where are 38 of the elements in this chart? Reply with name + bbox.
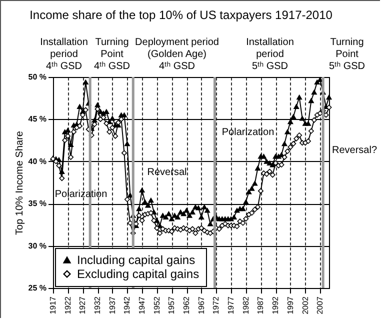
text: Reversal? [332, 145, 378, 156]
text: Installation period 4ᵗʰ GSD [40, 37, 88, 72]
annotation: Polarization [54, 189, 108, 200]
x-tick-label: 1922 [63, 296, 72, 314]
annotation: Polarization [222, 127, 274, 138]
x-tick-label: 1972 [212, 296, 221, 314]
x-tick-label: 1942 [122, 296, 132, 314]
y-tick-label: 45 % [28, 114, 46, 124]
x-tick-label: 1947 [138, 296, 147, 314]
x-tick-label: 1967 [196, 296, 206, 314]
y-tick-label: 25 % [28, 284, 46, 292]
x-tick-label: 1977 [226, 296, 236, 314]
text: Deployment period (Golden Age) 4ᵗʰ GSD [135, 37, 219, 72]
y-tick-label: 40 % [28, 156, 46, 166]
x-tick-label: 1927 [78, 296, 88, 314]
text: Turning Point 4ᵗʰ GSD [94, 37, 130, 72]
legend-label: Excluding capital gains [77, 267, 200, 281]
x-tick-label: 1962 [182, 296, 192, 314]
x-tick-label: 1987 [256, 296, 266, 314]
x-tick-label: 1997 [286, 296, 295, 314]
y-tick-label: 35 % [28, 199, 46, 208]
x-tick-label: 1917 [48, 296, 58, 314]
y-tick-label: 50 % [28, 72, 46, 82]
x-tick-label: 1937 [108, 296, 117, 314]
x-tick-label: 1992 [271, 296, 280, 314]
x-tick-label: 1957 [167, 296, 176, 314]
x-tick-label: 1932 [93, 296, 102, 314]
y-tick-label: 30 % [28, 241, 46, 250]
chart-title: Income share of the top 10% of US taxpayers 1917-2010 [30, 8, 333, 22]
annotation: Reversal [147, 167, 187, 178]
text: Installation period 5ᵗʰ GSD [246, 37, 294, 72]
x-tick-label: 2002 [300, 296, 310, 314]
text: Turning Point 5ᵗʰ GSD [328, 37, 366, 72]
x-tick-label: 1952 [152, 296, 162, 314]
legend-label: Including capital gains [77, 253, 196, 267]
x-tick-label: 1982 [241, 296, 250, 314]
x-tick-label: 2007 [316, 296, 325, 314]
y-axis-title: Top 10% Income Share [14, 130, 26, 235]
